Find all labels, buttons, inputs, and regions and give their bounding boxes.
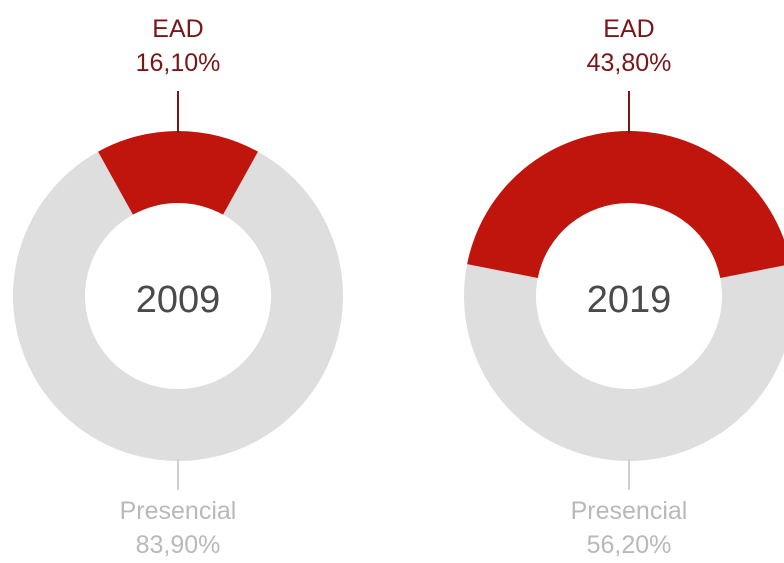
ead-category-label: EAD [603, 15, 655, 43]
slice-ead [467, 131, 784, 278]
ead-category-label: EAD [152, 15, 204, 43]
ead-value-label: 43,80% [586, 49, 672, 77]
presencial-value-label: 83,90% [135, 531, 221, 559]
donut-chart-2009: EAD 16,10% 2009 Presencial 83,90% [13, 0, 343, 563]
slice-presencial [13, 151, 343, 461]
ead-label-2019: EAD 43,80% [464, 12, 784, 80]
donut-svg-2019 [464, 91, 784, 490]
presencial-value-label: 56,20% [586, 531, 672, 559]
slice-ead [98, 131, 258, 215]
donut-svg-2009 [13, 91, 343, 490]
ead-label-2009: EAD 16,10% [13, 12, 343, 80]
presencial-label-2009: Presencial 83,90% [13, 494, 343, 562]
slice-presencial [464, 264, 784, 461]
ead-value-label: 16,10% [135, 49, 221, 77]
presencial-category-label: Presencial [570, 497, 688, 525]
center-year-label: 2019 [586, 279, 672, 321]
presencial-label-2019: Presencial 56,20% [464, 494, 784, 562]
presencial-category-label: Presencial [119, 497, 237, 525]
donut-chart-2019: EAD 43,80% 2019 Presencial 56,20% [464, 0, 784, 563]
center-year-label: 2009 [135, 279, 221, 321]
